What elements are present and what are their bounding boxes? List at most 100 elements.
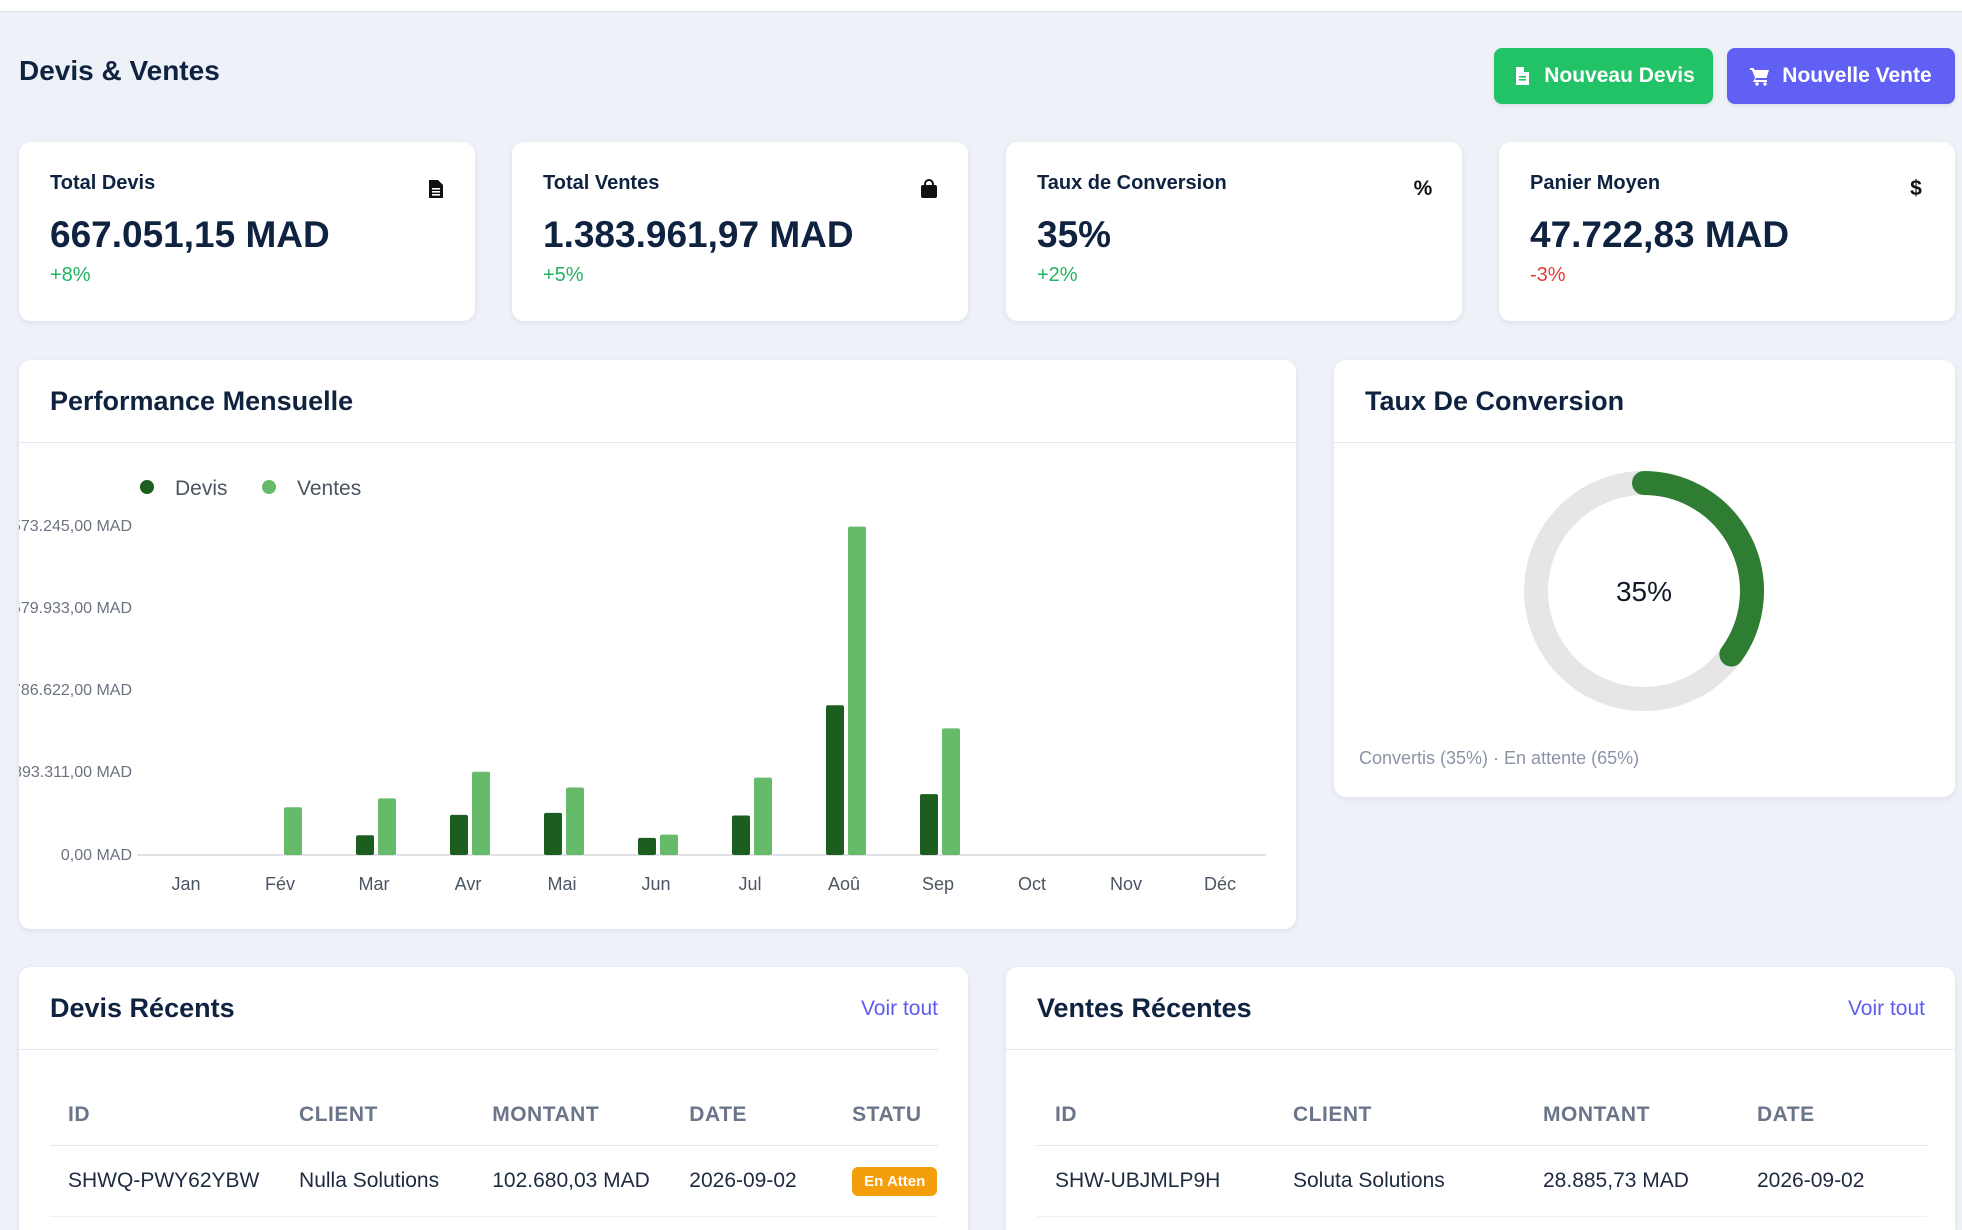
bar-devis-Jun	[638, 837, 656, 855]
panel-header: Devis Récents Voir tout	[19, 967, 968, 1050]
quote-date: 2026-09-02	[671, 1145, 835, 1217]
bar-ventes-Mai	[566, 787, 584, 855]
bar-devis-Avr	[450, 814, 468, 855]
bar-ventes-Mar	[378, 798, 396, 855]
column-header-amount[interactable]: MONTANT	[1525, 1085, 1739, 1146]
donut-caption: Convertis (35%) · En attente (65%)	[1359, 748, 1640, 768]
panel-header: Taux De Conversion	[1334, 360, 1955, 443]
column-header-date[interactable]: DATE	[1739, 1085, 1927, 1146]
conversion-rate-panel: Taux De Conversion 35% Convertis (35%) ·…	[1334, 360, 1955, 797]
panel-title: Taux De Conversion	[1365, 386, 1625, 416]
recent-sales-panel: Ventes Récentes Voir tout ID CLIENT MONT…	[1006, 967, 1955, 1230]
x-axis-tick-label: Aoû	[828, 874, 860, 894]
table-header-row: ID CLIENT MONTANT DATE	[1037, 1085, 1927, 1146]
column-header-id[interactable]: ID	[50, 1085, 282, 1146]
legend-marker	[262, 480, 276, 494]
column-header-client[interactable]: CLIENT	[1275, 1085, 1525, 1146]
x-axis-tick-label: Déc	[1204, 874, 1236, 894]
x-axis-tick-label: Nov	[1110, 874, 1142, 894]
x-axis-tick-label: Sep	[922, 874, 954, 894]
stat-change: +2%	[1037, 264, 1078, 286]
dollar-icon: $	[1910, 177, 1922, 200]
table-clip-edge	[938, 1049, 968, 1230]
donut-segment-converted	[1632, 471, 1764, 667]
top-bar	[0, 0, 1962, 12]
recent-sales-table: ID CLIENT MONTANT DATE SHW-UBJMLP9H Solu…	[1037, 1085, 1927, 1217]
stat-value: 667.051,15 MAD	[50, 214, 330, 255]
quote-client: Nulla Solutions	[281, 1145, 475, 1217]
x-axis-tick-label: Oct	[1018, 874, 1046, 894]
x-axis-tick-label: Jan	[171, 874, 200, 894]
bar-devis-Jul	[732, 815, 750, 855]
table-row[interactable]: SHW-UBJMLP9H Soluta Solutions 28.885,73 …	[1037, 1145, 1927, 1217]
stat-card-average-basket: Panier Moyen $ 47.722,83 MAD -3%	[1499, 142, 1955, 321]
stat-value: 47.722,83 MAD	[1530, 214, 1790, 255]
bar-devis-Sep	[920, 794, 938, 855]
sale-client: Soluta Solutions	[1275, 1145, 1525, 1217]
recent-quotes-panel: Devis Récents Voir tout ID CLIENT MONTAN…	[19, 967, 968, 1230]
table-header-row: ID CLIENT MONTANT DATE STATU	[50, 1085, 968, 1146]
column-header-id[interactable]: ID	[1037, 1085, 1275, 1146]
stat-value: 35%	[1037, 214, 1112, 255]
conversion-donut-chart: 35%	[1524, 471, 1764, 711]
stat-change: +5%	[543, 264, 584, 286]
document-icon	[425, 178, 447, 200]
new-sale-button[interactable]: Nouvelle Vente	[1727, 48, 1955, 104]
recent-quotes-table: ID CLIENT MONTANT DATE STATU SHWQ-PWY62Y…	[50, 1085, 968, 1217]
panel-title: Ventes Récentes	[1037, 993, 1252, 1023]
x-axis-tick-label: Mai	[547, 874, 576, 894]
stat-change: -3%	[1530, 264, 1566, 286]
stat-label: Total Devis	[50, 172, 156, 194]
sale-date: 2026-09-02	[1739, 1145, 1927, 1217]
panel-header: Performance Mensuelle	[19, 360, 1296, 443]
y-axis-tick-label: 0,00 MAD	[61, 847, 132, 864]
x-axis-tick-label: Fév	[265, 874, 295, 894]
legend-marker	[140, 480, 154, 494]
quote-amount: 102.680,03 MAD	[474, 1145, 672, 1217]
panel-title: Performance Mensuelle	[50, 386, 354, 416]
status-badge: En Atten	[852, 1166, 938, 1196]
monthly-performance-panel: Performance Mensuelle 0,00 MAD 893.311,00…	[19, 360, 1296, 929]
bar-ventes-Jul	[754, 777, 772, 855]
sale-amount: 28.885,73 MAD	[1525, 1145, 1739, 1217]
panel-header: Ventes Récentes Voir tout	[1006, 967, 1955, 1050]
bar-ventes-Avr	[472, 771, 490, 855]
stat-value: 1.383.961,97 MAD	[543, 214, 854, 255]
new-quote-label: Nouveau Devis	[1544, 64, 1695, 87]
x-axis-tick-label: Avr	[455, 874, 482, 894]
bar-ventes-Aoû	[848, 526, 866, 855]
panel-title: Devis Récents	[50, 993, 235, 1023]
table-row[interactable]: SHWQ-PWY62YBW Nulla Solutions 102.680,03…	[50, 1145, 968, 1217]
bar-devis-Aoû	[826, 705, 844, 855]
stat-card-total-quotes: Total Devis 667.051,15 MAD +8%	[19, 142, 475, 321]
x-axis-tick-label: Jun	[641, 874, 670, 894]
new-quote-button[interactable]: Nouveau Devis	[1494, 48, 1713, 104]
legend-label: Ventes	[297, 477, 361, 500]
page-title: Devis & Ventes	[19, 55, 220, 86]
y-axis-tick-label: 786.622,00 MAD	[19, 682, 132, 699]
bar-devis-Mai	[544, 812, 562, 855]
column-header-amount[interactable]: MONTANT	[474, 1085, 672, 1146]
y-axis-tick-label: 893.311,00 MAD	[19, 764, 132, 781]
stat-card-total-sales: Total Ventes 1.383.961,97 MAD +5%	[512, 142, 968, 321]
donut-center-label: 35%	[1616, 576, 1672, 607]
view-all-sales-link[interactable]: Voir tout	[1847, 997, 1925, 1020]
cart-icon	[1750, 68, 1770, 86]
bar-devis-Mar	[356, 835, 374, 855]
percent-icon: %	[1413, 177, 1433, 200]
y-axis-tick-label: 573.245,00 MAD	[19, 518, 132, 535]
sale-id: SHW-UBJMLP9H	[1037, 1145, 1275, 1217]
y-axis-tick-label: 679.933,00 MAD	[19, 600, 132, 617]
shopping-bag-icon	[918, 178, 940, 200]
view-all-quotes-link[interactable]: Voir tout	[860, 997, 938, 1020]
bar-ventes-Jun	[660, 834, 678, 855]
column-header-client[interactable]: CLIENT	[281, 1085, 475, 1146]
stat-label: Total Ventes	[543, 172, 660, 194]
column-header-date[interactable]: DATE	[671, 1085, 835, 1146]
document-icon	[1516, 67, 1530, 85]
x-axis-tick-label: Jul	[738, 874, 761, 894]
x-axis-tick-label: Mar	[359, 874, 390, 894]
stat-label: Panier Moyen	[1530, 172, 1661, 194]
new-sale-label: Nouvelle Vente	[1782, 64, 1932, 87]
bar-ventes-Sep	[942, 728, 960, 855]
